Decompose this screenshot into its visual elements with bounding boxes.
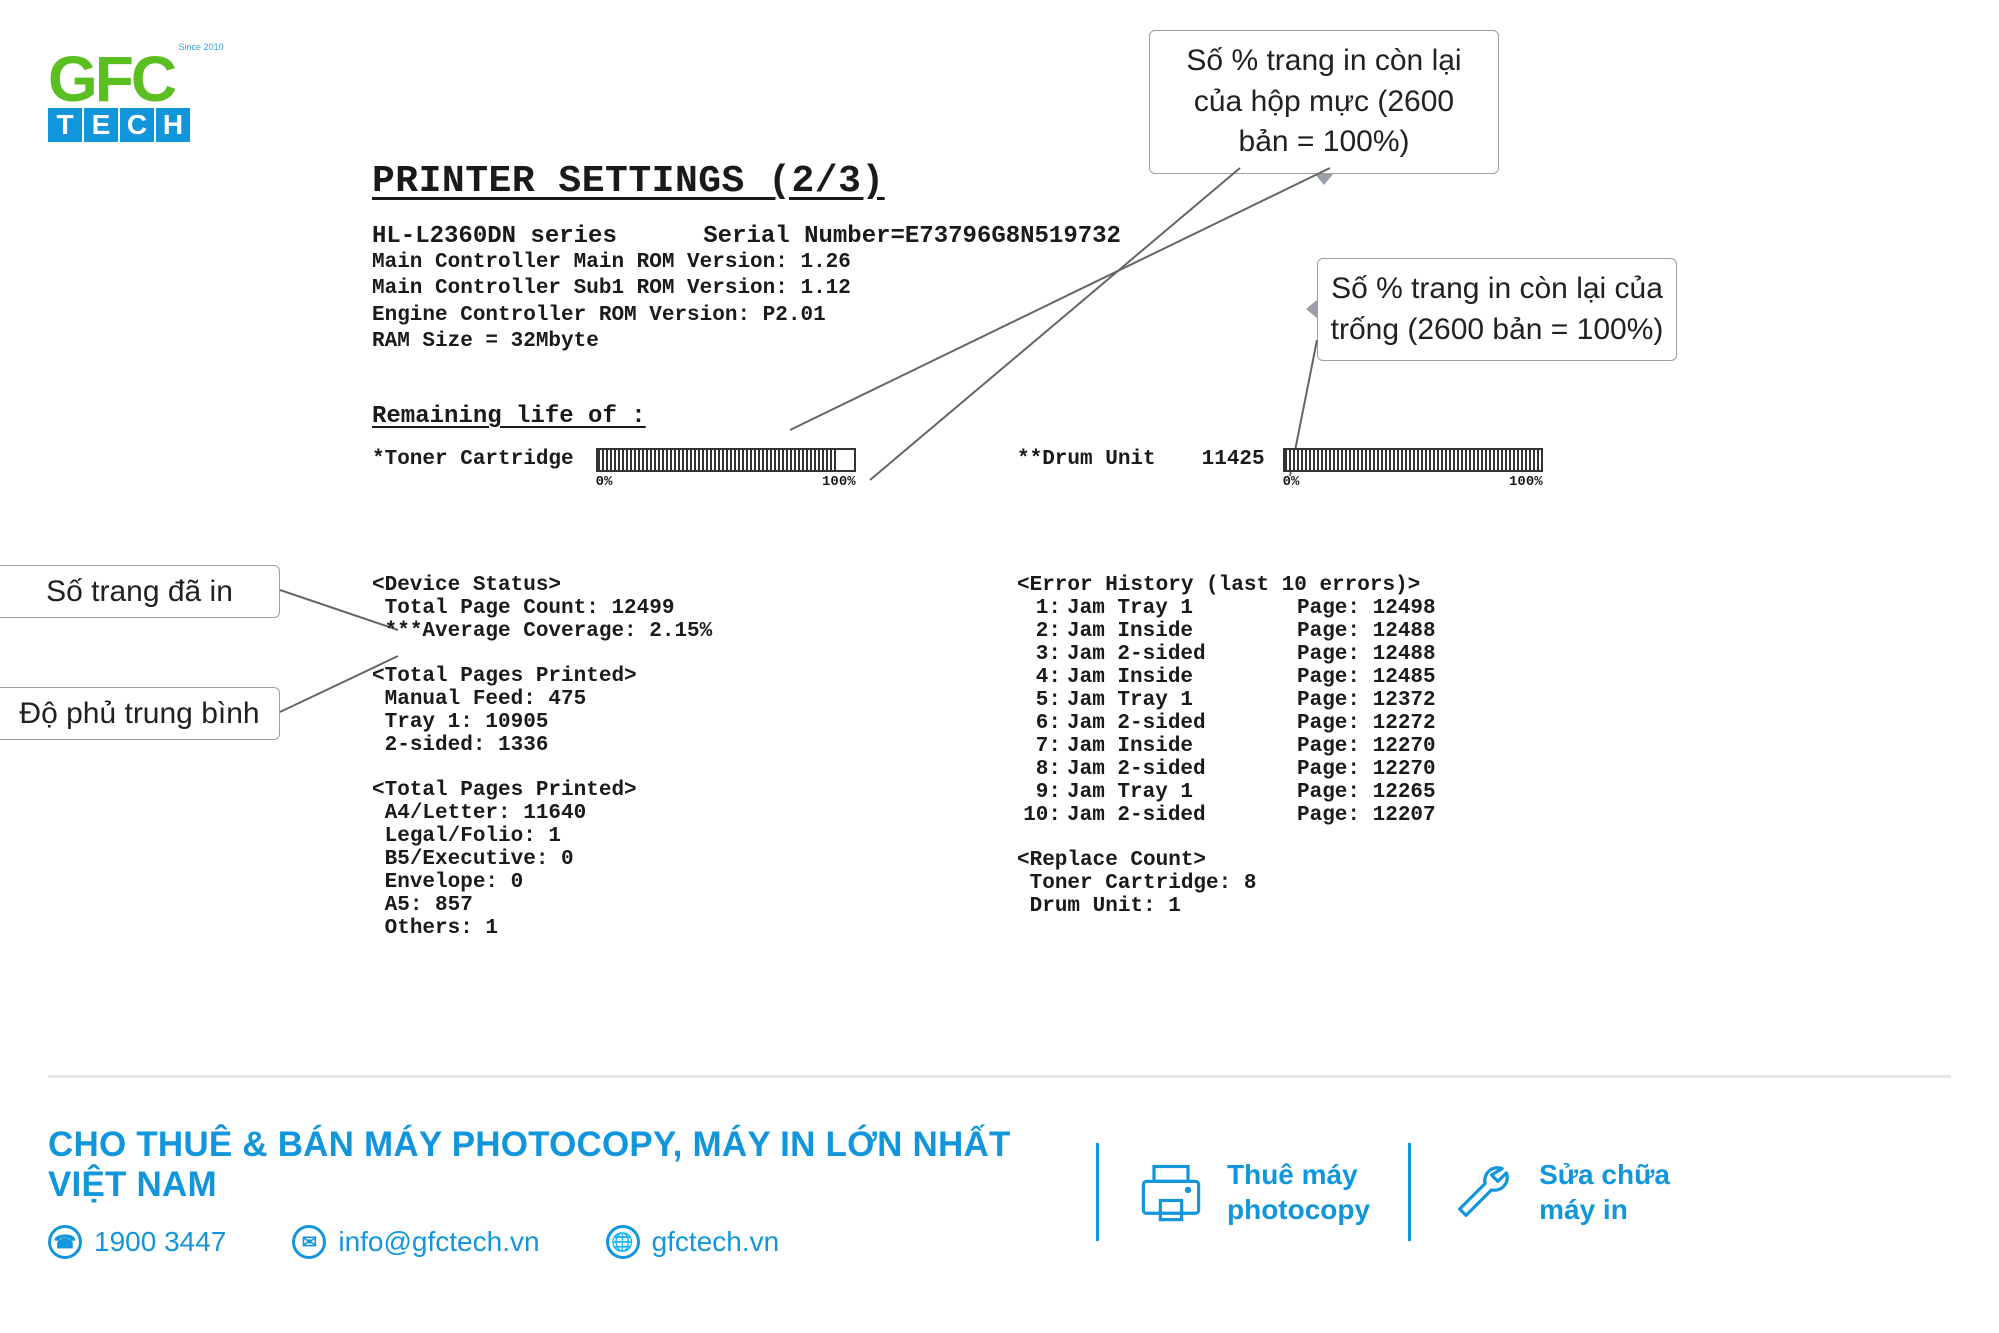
- toner-bar: 0% 100%: [596, 448, 856, 490]
- error-row: 1:Jam Tray 1Page: 12498: [1017, 597, 1662, 620]
- kv-line: B5/Executive: 0: [372, 848, 1017, 871]
- error-row: 7:Jam InsidePage: 12270: [1017, 735, 1662, 758]
- error-history-title: <Error History (last 10 errors)>: [1017, 574, 1662, 597]
- footer-divider: [48, 1075, 1951, 1078]
- kv-line: Tray 1: 10905: [372, 711, 1017, 734]
- serial-label: Serial Number=: [703, 223, 905, 250]
- service-repair-printer[interactable]: Sửa chữa máy in: [1449, 1157, 1670, 1227]
- logo-letter: F: [95, 43, 131, 115]
- footer-website[interactable]: 🌐 gfctech.vn: [606, 1225, 780, 1259]
- footer-website-text: gfctech.vn: [652, 1226, 780, 1258]
- header-line: HL-L2360DN series Serial Number=E73796G8…: [372, 223, 1662, 250]
- kv-line: Envelope: 0: [372, 871, 1017, 894]
- drum-pages: 11425: [1202, 448, 1265, 471]
- printer-settings-sheet: PRINTER SETTINGS (2/3) HL-L2360DN series…: [372, 160, 1662, 1040]
- kv-line: Drum Unit: 1: [1017, 895, 1662, 918]
- kv-line: Legal/Folio: 1: [372, 825, 1017, 848]
- phone-icon: ☎: [48, 1225, 82, 1259]
- page-title: PRINTER SETTINGS (2/3): [372, 160, 1662, 203]
- callout-avg-coverage: Độ phủ trung bình: [0, 687, 280, 740]
- footer-email-text: info@gfctech.vn: [338, 1226, 539, 1258]
- wrench-icon: [1449, 1158, 1517, 1226]
- logo-tech-letter: C: [120, 108, 154, 142]
- callout-page-count: Số trang đã in: [0, 565, 280, 618]
- kv-line: Toner Cartridge: 8: [1017, 872, 1662, 895]
- logo-letter: C: [131, 43, 174, 115]
- service-label: Sửa chữa: [1539, 1157, 1670, 1192]
- vertical-divider: [1096, 1143, 1099, 1241]
- fw-line: Main Controller Main ROM Version: 1.26: [372, 250, 1662, 276]
- tick-100: 100%: [822, 474, 856, 490]
- fw-line: RAM Size = 32Mbyte: [372, 329, 1662, 355]
- brand-logo: GFC Since 2010 T E C H: [48, 42, 224, 142]
- tick-100: 100%: [1509, 474, 1543, 490]
- footer-phone-text: 1900 3447: [94, 1226, 226, 1258]
- device-status-title: <Device Status>: [372, 574, 1017, 597]
- drum-label: **Drum Unit: [1017, 448, 1156, 471]
- service-label: máy in: [1539, 1192, 1670, 1227]
- error-row: 9:Jam Tray 1Page: 12265: [1017, 781, 1662, 804]
- error-row: 2:Jam InsidePage: 12488: [1017, 620, 1662, 643]
- logo-tech-letter: T: [48, 108, 82, 142]
- tick-0: 0%: [596, 474, 613, 490]
- error-row: 6:Jam 2-sidedPage: 12272: [1017, 712, 1662, 735]
- error-row: 8:Jam 2-sidedPage: 12270: [1017, 758, 1662, 781]
- error-row: 5:Jam Tray 1Page: 12372: [1017, 689, 1662, 712]
- service-rent-photocopy[interactable]: Thuê máy photocopy: [1137, 1157, 1370, 1227]
- kv-line: A5: 857: [372, 894, 1017, 917]
- footer: CHO THUÊ & BÁN MÁY PHOTOCOPY, MÁY IN LỚN…: [48, 1092, 1951, 1292]
- kv-line: 2-sided: 1336: [372, 734, 1017, 757]
- vertical-divider: [1408, 1143, 1411, 1241]
- kv-line: Others: 1: [372, 917, 1017, 940]
- replace-count-title: <Replace Count>: [1017, 849, 1662, 872]
- footer-phone[interactable]: ☎ 1900 3447: [48, 1225, 226, 1259]
- footer-slogan: CHO THUÊ & BÁN MÁY PHOTOCOPY, MÁY IN LỚN…: [48, 1125, 1058, 1205]
- toner-label: *Toner Cartridge: [372, 448, 574, 471]
- serial-number: E73796G8N519732: [905, 223, 1121, 250]
- average-coverage: ***Average Coverage: 2.15%: [372, 620, 1017, 643]
- total-pages-by-source-title: <Total Pages Printed>: [372, 665, 1017, 688]
- logo-letter: G: [48, 43, 95, 115]
- error-row: 4:Jam InsidePage: 12485: [1017, 666, 1662, 689]
- fw-line: Main Controller Sub1 ROM Version: 1.12: [372, 276, 1662, 302]
- model-name: HL-L2360DN series: [372, 223, 617, 250]
- kv-line: Manual Feed: 475: [372, 688, 1017, 711]
- total-page-count: Total Page Count: 12499: [372, 597, 1017, 620]
- total-pages-by-size-title: <Total Pages Printed>: [372, 779, 1017, 802]
- kv-line: A4/Letter: 11640: [372, 802, 1017, 825]
- service-label: photocopy: [1227, 1192, 1370, 1227]
- footer-email[interactable]: ✉ info@gfctech.vn: [292, 1225, 539, 1259]
- fw-line: Engine Controller ROM Version: P2.01: [372, 303, 1662, 329]
- globe-icon: 🌐: [606, 1225, 640, 1259]
- logo-tech-letter: E: [84, 108, 118, 142]
- logo-tech-letter: H: [156, 108, 190, 142]
- logo-since: Since 2010: [179, 42, 224, 52]
- mail-icon: ✉: [292, 1225, 326, 1259]
- service-label: Thuê máy: [1227, 1157, 1370, 1192]
- tick-0: 0%: [1283, 474, 1300, 490]
- error-row: 10:Jam 2-sidedPage: 12207: [1017, 804, 1662, 827]
- photocopier-icon: [1137, 1158, 1205, 1226]
- remaining-life-title: Remaining life of :: [372, 403, 1662, 430]
- callout-toner-percent: Số % trang in còn lại của hộp mực (2600 …: [1149, 30, 1499, 174]
- drum-bar: 0% 100%: [1283, 448, 1543, 490]
- error-row: 3:Jam 2-sidedPage: 12488: [1017, 643, 1662, 666]
